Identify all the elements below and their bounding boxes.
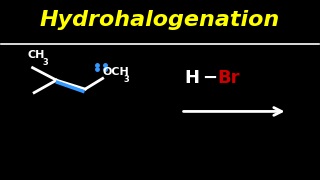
Text: CH: CH <box>28 50 45 60</box>
Text: Br: Br <box>217 69 240 87</box>
Text: 3: 3 <box>42 58 48 67</box>
Text: OCH: OCH <box>103 67 129 77</box>
Text: 3: 3 <box>123 75 129 84</box>
Text: Hydrohalogenation: Hydrohalogenation <box>40 10 280 30</box>
Text: H: H <box>184 69 199 87</box>
Text: −: − <box>202 69 217 87</box>
